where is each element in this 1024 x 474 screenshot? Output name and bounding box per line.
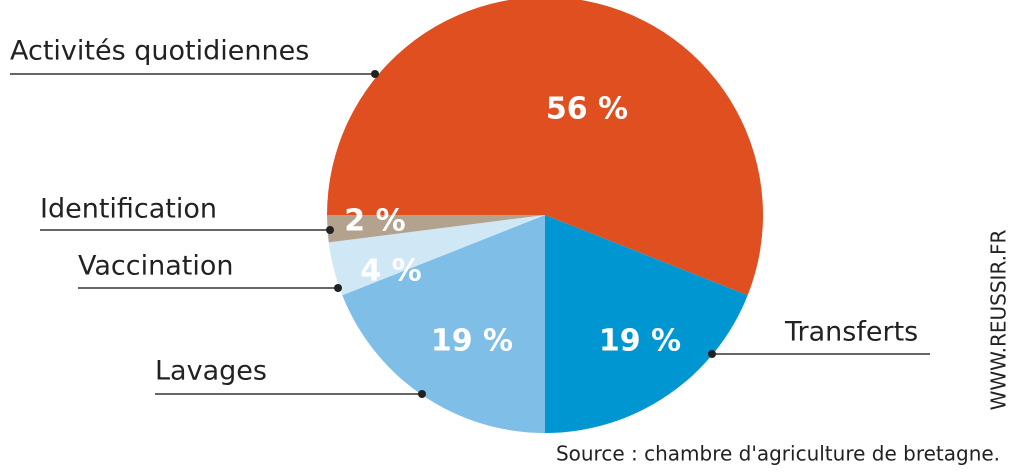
pie-slice [342,215,545,433]
leader-dot [334,284,342,292]
value-label: 19 % [431,324,513,359]
leader-dot [326,226,334,234]
watermark: WWW.REUSSIR.FR [987,230,1011,411]
slice-label: Lavages [155,356,267,387]
source: Source : chambre d'agriculture de bretag… [556,442,1000,466]
pie-slice [328,215,545,296]
value-label: 19 % [599,324,681,359]
leader-dot [708,350,716,358]
slice-label: Identification [40,194,217,225]
value-label: 56 % [546,92,628,127]
slice-label: Activités quotidiennes [10,36,309,67]
pie-slice [545,215,748,433]
leader-dot [371,70,379,78]
value-label: 4 % [360,254,421,289]
pie-slice [326,215,545,243]
value-label: 2 % [344,204,405,239]
slice-label: Transferts [784,317,918,348]
pie-slice [327,0,763,296]
leader-dot [418,390,426,398]
slice-label: Vaccination [78,251,234,282]
